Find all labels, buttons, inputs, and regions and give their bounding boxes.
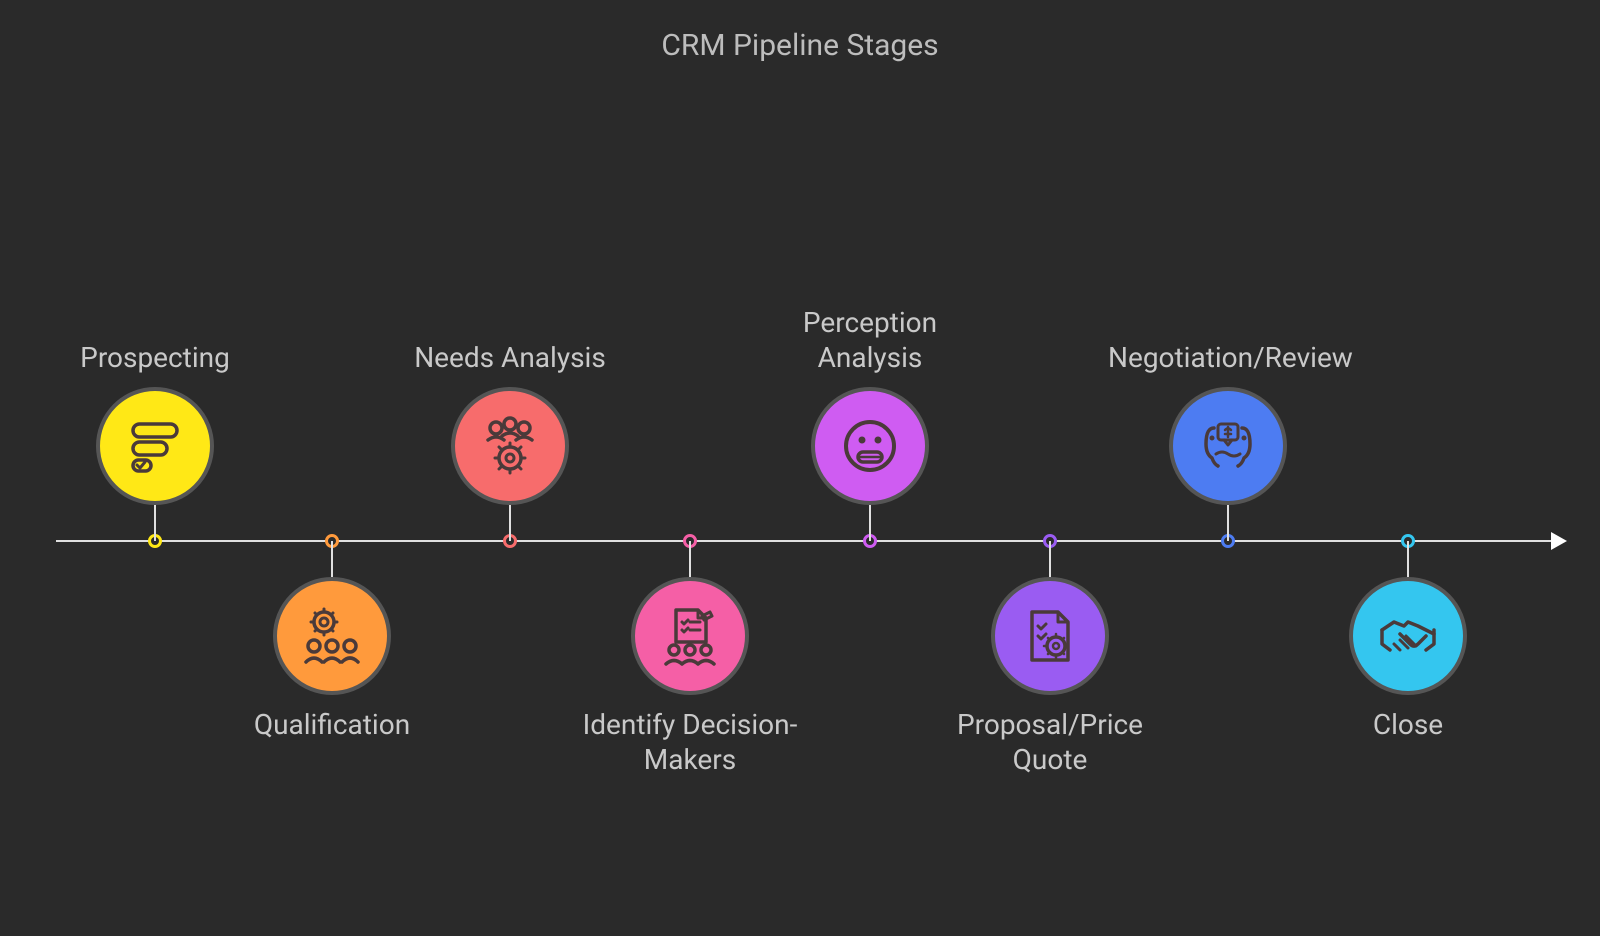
list-icon (119, 410, 191, 482)
negotiate-icon (1192, 410, 1264, 482)
stage-label: Close (1288, 707, 1528, 742)
stage-label: Negotiation/Review (1108, 340, 1348, 375)
gear-people-icon (296, 600, 368, 672)
connector-line (1227, 505, 1229, 541)
stage-circle (96, 387, 214, 505)
connector-line (509, 505, 511, 541)
connector-line (154, 505, 156, 541)
connector-line (1049, 541, 1051, 577)
doc-people-icon (654, 600, 726, 672)
stage-circle (451, 387, 569, 505)
doc-gear-icon (1014, 600, 1086, 672)
connector-line (689, 541, 691, 577)
stage-label: Needs Analysis (390, 340, 630, 375)
stage-circle (811, 387, 929, 505)
stage-circle (1349, 577, 1467, 695)
stage-label: Identify Decision-Makers (570, 707, 810, 777)
stage-label: Prospecting (35, 340, 275, 375)
timeline-arrowhead-icon (1551, 532, 1567, 550)
handshake-icon (1372, 600, 1444, 672)
stage-circle (631, 577, 749, 695)
stage-circle (273, 577, 391, 695)
face-icon (834, 410, 906, 482)
timeline: Prospecting Qualification Needs Analysis Id… (0, 0, 1600, 936)
timeline-axis (56, 540, 1555, 542)
connector-line (1407, 541, 1409, 577)
stage-circle (1169, 387, 1287, 505)
stage-label: Proposal/Price Quote (930, 707, 1170, 777)
connector-line (331, 541, 333, 577)
stage-label: Perception Analysis (750, 305, 990, 375)
team-gear-icon (474, 410, 546, 482)
connector-line (869, 505, 871, 541)
stage-circle (991, 577, 1109, 695)
stage-label: Qualification (212, 707, 452, 742)
